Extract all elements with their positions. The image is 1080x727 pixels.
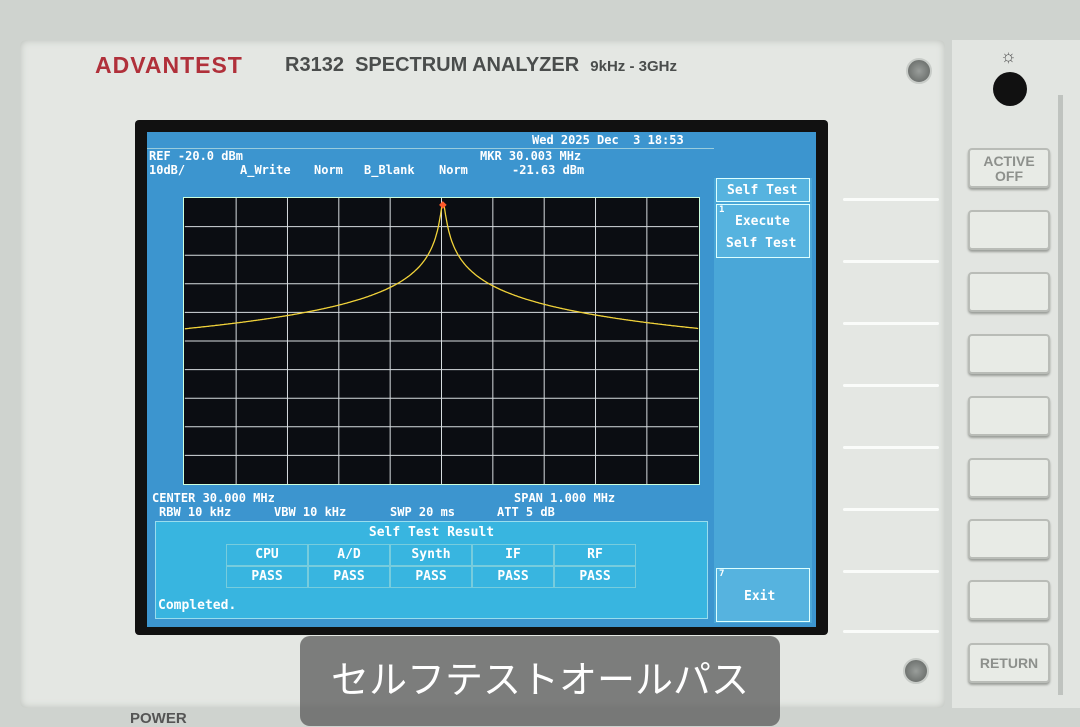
result-value: PASS: [308, 566, 390, 588]
status-text: Completed.: [158, 598, 237, 613]
ref-level: REF -20.0 dBm: [149, 149, 243, 163]
softkey-indicator: [843, 630, 939, 633]
trace-a: A_Write: [240, 163, 291, 177]
marker-level: -21.63 dBm: [512, 163, 585, 177]
softkey-indicator: [843, 508, 939, 511]
softkey-button-6[interactable]: [968, 519, 1050, 559]
softkey-execute-self-test[interactable]: 1 Execute Self Test: [716, 204, 810, 258]
softkey-button-4[interactable]: [968, 396, 1050, 436]
active-off-button[interactable]: ACTIVE OFF: [968, 148, 1050, 188]
result-value: PASS: [554, 566, 636, 588]
softkey-indicator: [843, 446, 939, 449]
trace-b-mode: Norm: [439, 163, 468, 177]
result-header: Synth: [390, 544, 472, 566]
softkey-button-2[interactable]: [968, 272, 1050, 312]
softkey-indicator: [843, 322, 939, 325]
trace-a-mode: Norm: [314, 163, 343, 177]
result-value: PASS: [390, 566, 472, 588]
softkey-button-7[interactable]: [968, 580, 1050, 620]
span: SPAN 1.000 MHz: [514, 491, 616, 505]
lcd-screen: Wed 2025 Dec 3 18:53 REF -20.0 dBm 10dB/…: [147, 132, 816, 627]
result-header: CPU: [226, 544, 308, 566]
sweep-time: SWP 20 ms: [390, 505, 456, 519]
attenuation: ATT 5 dB: [497, 505, 555, 519]
softkey-button-1[interactable]: [968, 210, 1050, 250]
center-frequency: CENTER 30.000 MHz: [152, 491, 275, 505]
scale: 10dB/: [149, 163, 186, 177]
softkey-exit[interactable]: 7 Exit: [716, 568, 810, 622]
freq-range: 9kHz - 3GHz: [590, 58, 677, 75]
softkey-indicator: [843, 260, 939, 263]
softkey-title: Self Test: [716, 178, 810, 202]
vbw: VBW 10 kHz: [274, 505, 347, 519]
softkey-button-5[interactable]: [968, 458, 1050, 498]
screw-icon: [906, 58, 932, 84]
result-header: RF: [554, 544, 636, 566]
brightness-knob[interactable]: [993, 72, 1027, 106]
result-value: PASS: [226, 566, 308, 588]
screw-icon: [903, 658, 929, 684]
spectrum-plot: ◆: [183, 197, 700, 485]
brightness-icon: ☼: [1000, 46, 1017, 66]
power-label: POWER: [130, 710, 187, 727]
marker-icon: ◆: [439, 200, 447, 211]
panel-rail: [1058, 95, 1063, 695]
trace-b: B_Blank: [364, 163, 415, 177]
display: Wed 2025 Dec 3 18:53 REF -20.0 dBm 10dB/…: [135, 120, 828, 635]
self-test-result-panel: Self Test Result CPU PASS A/D PASS Synth PASS…: [155, 521, 708, 619]
model-number: R3132: [285, 54, 344, 76]
caption-overlay: セルフテストオールパス: [300, 636, 780, 726]
result-value: PASS: [472, 566, 554, 588]
device-name: SPECTRUM ANALYZER: [355, 54, 580, 76]
softkey-indicator: [843, 384, 939, 387]
rbw: RBW 10 kHz: [159, 505, 232, 519]
result-title: Self Test Result: [368, 525, 495, 540]
result-header: A/D: [308, 544, 390, 566]
result-header: IF: [472, 544, 554, 566]
softkey-button-3[interactable]: [968, 334, 1050, 374]
softkey-menu: Self Test 1 Execute Self Test 7 Exit: [714, 178, 812, 623]
brand-logo: ADVANTEST: [95, 52, 243, 78]
softkey-indicator: [843, 198, 939, 201]
return-button[interactable]: RETURN: [968, 643, 1050, 683]
marker-frequency: MKR 30.003 MHz: [480, 149, 582, 163]
model-label: R3132 SPECTRUM ANALYZER 9kHz - 3GHz: [285, 54, 677, 77]
datetime: Wed 2025 Dec 3 18:53: [532, 133, 684, 147]
softkey-indicator: [843, 570, 939, 573]
trace-a-line: [184, 202, 699, 330]
